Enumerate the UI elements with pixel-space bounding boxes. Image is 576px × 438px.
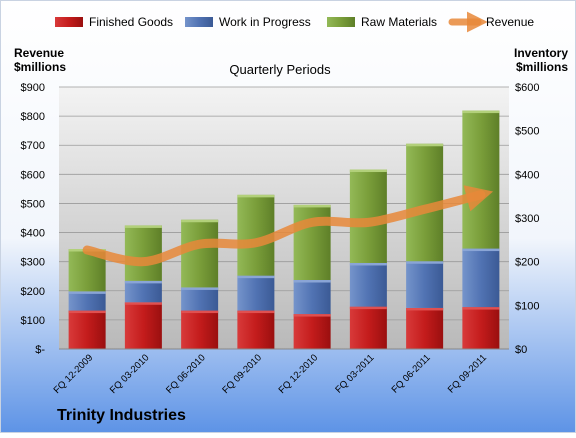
right-tick-label: $600: [515, 82, 539, 94]
legend-swatch-work-in-progress: [185, 17, 213, 27]
bar-work-in-progress: [68, 291, 106, 311]
bar-finished-goods-cap: [68, 310, 106, 314]
bar-raw-materials: [462, 110, 500, 249]
right-tick-label: $200: [515, 257, 539, 269]
bar-work-in-progress: [124, 280, 162, 303]
bar-finished-goods-cap: [181, 310, 219, 314]
bar-finished-goods-cap: [349, 306, 387, 310]
bar-finished-goods: [349, 306, 387, 349]
left-tick-label: $-: [35, 344, 45, 356]
left-axis-label-line2: $millions: [14, 60, 66, 74]
bar-finished-goods-cap: [124, 302, 162, 305]
bar-finished-goods: [462, 307, 500, 349]
bar-finished-goods: [406, 307, 444, 349]
bar-raw-materials-cap: [349, 169, 387, 173]
bar-work-in-progress-cap: [181, 287, 219, 290]
bar-work-in-progress: [293, 280, 331, 315]
legend-label: Raw Materials: [361, 15, 437, 29]
bar-raw-materials-cap: [181, 219, 219, 223]
left-tick-label: $300: [21, 257, 45, 269]
bar-finished-goods: [293, 314, 331, 349]
bar-finished-goods-cap: [237, 310, 275, 314]
right-tick-label: $0: [515, 344, 527, 356]
bar-work-in-progress-cap: [406, 261, 444, 264]
legend: Finished Goods Work in Progress Raw Materi…: [55, 11, 534, 33]
bar-raw-materials-cap: [124, 225, 162, 228]
bar-work-in-progress-cap: [68, 291, 106, 294]
left-axis-label-line1: Revenue: [14, 46, 64, 60]
bar-work-in-progress-cap: [349, 262, 387, 266]
right-axis-label-line2: $millions: [516, 60, 568, 74]
right-tick-label: $100: [515, 300, 539, 312]
bar-raw-materials: [181, 219, 219, 288]
bar-raw-materials-cap: [237, 194, 275, 198]
legend-swatch-raw-materials: [327, 17, 355, 27]
left-tick-label: $100: [21, 315, 45, 327]
right-axis-label-line1: Inventory: [514, 46, 568, 60]
bar-work-in-progress-cap: [124, 280, 162, 284]
left-tick-label: $400: [21, 228, 45, 240]
bar-work-in-progress: [237, 275, 275, 311]
bar-finished-goods: [124, 302, 162, 349]
company-name: Trinity Industries: [57, 407, 186, 424]
bar-work-in-progress-cap: [237, 275, 275, 279]
legend-label: Work in Progress: [219, 15, 311, 29]
bar-raw-materials-cap: [293, 204, 331, 208]
left-tick-label: $800: [21, 111, 45, 123]
bar-raw-materials: [293, 204, 331, 281]
bar-finished-goods: [68, 310, 106, 349]
left-tick-label: $200: [21, 286, 45, 298]
right-tick-label: $400: [515, 169, 539, 181]
legend-label: Finished Goods: [89, 15, 173, 29]
bar-raw-materials-cap: [462, 110, 500, 114]
left-tick-label: $500: [21, 198, 45, 210]
bar-finished-goods-cap: [406, 307, 444, 311]
legend-swatch-finished-goods: [55, 17, 83, 27]
bar-finished-goods-cap: [462, 307, 500, 310]
bar-finished-goods-cap: [293, 314, 331, 317]
left-axis-ticks: $- $100 $200 $300 $400 $500 $600 $700 $800 $900: [21, 82, 46, 356]
revenue-line: [82, 185, 494, 267]
bar-work-in-progress-cap: [462, 248, 500, 252]
chart-subtitle: Quarterly Periods: [229, 62, 331, 77]
left-tick-label: $600: [21, 169, 45, 181]
left-tick-label: $700: [21, 140, 45, 152]
bar-work-in-progress: [181, 287, 219, 311]
bar-work-in-progress: [349, 262, 387, 307]
right-tick-label: $500: [515, 126, 539, 138]
right-axis-ticks: $0 $100 $200 $300 $400 $500 $600: [515, 82, 539, 356]
bar-work-in-progress: [406, 261, 444, 308]
left-tick-label: $900: [21, 82, 45, 94]
bar-finished-goods: [237, 310, 275, 349]
legend-label: Revenue: [486, 15, 534, 29]
bar-work-in-progress: [462, 248, 500, 308]
bar-raw-materials: [124, 225, 162, 281]
right-tick-label: $300: [515, 213, 539, 225]
bar-work-in-progress-cap: [293, 280, 331, 283]
bar-raw-materials-cap: [406, 143, 444, 147]
revenue-line-path: [82, 185, 494, 267]
bars: [68, 110, 500, 349]
bar-finished-goods: [181, 310, 219, 349]
